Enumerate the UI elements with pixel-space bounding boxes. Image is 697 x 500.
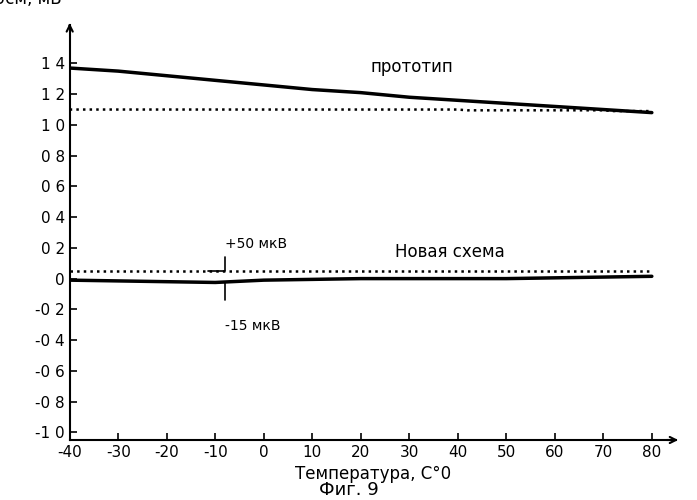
Text: прототип: прототип — [371, 58, 453, 76]
Y-axis label: Uсм, мВ: Uсм, мВ — [0, 0, 61, 8]
X-axis label: Температура, С°0: Температура, С°0 — [295, 466, 451, 483]
Text: Новая схема: Новая схема — [395, 244, 505, 262]
Text: +50 мкВ: +50 мкВ — [225, 237, 287, 251]
Text: -15 мкВ: -15 мкВ — [225, 318, 280, 332]
Text: Фиг. 9: Фиг. 9 — [319, 481, 378, 499]
